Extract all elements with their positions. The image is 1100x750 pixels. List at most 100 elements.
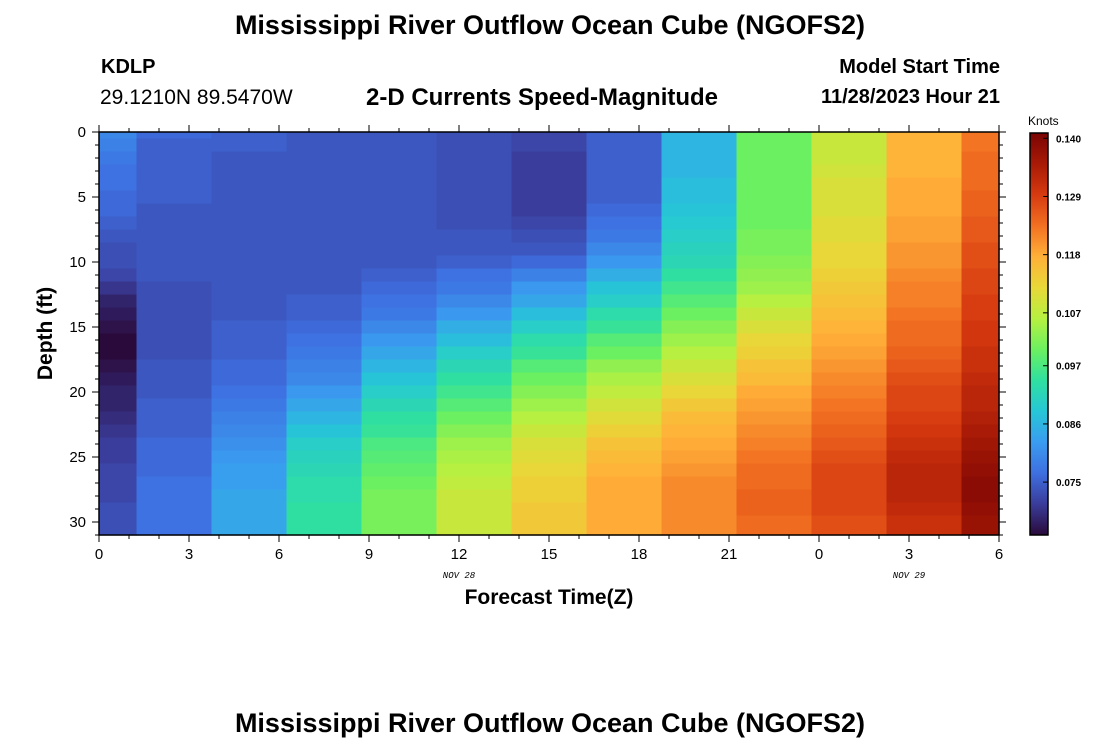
heatmap-cell [886, 333, 963, 348]
heatmap-cell [511, 320, 588, 335]
heatmap-cell [211, 346, 288, 361]
heatmap-cell [286, 242, 363, 257]
date-label: NOV 29 [893, 571, 926, 581]
heatmap-cell [136, 489, 213, 504]
heatmap-cell [961, 229, 1000, 244]
heatmap-cell [511, 476, 588, 491]
heatmap-cell [886, 242, 963, 257]
heatmap-cell [661, 151, 738, 166]
heatmap-cell [961, 216, 1000, 231]
heatmap-cell [811, 398, 888, 413]
heatmap-cell [811, 515, 888, 536]
heatmap-cell [436, 372, 513, 387]
heatmap-cell [286, 151, 363, 166]
heatmap-cell [436, 281, 513, 296]
heatmap-cell [811, 346, 888, 361]
heatmap-cell [211, 359, 288, 374]
heatmap-cell [811, 164, 888, 179]
heatmap-cell [886, 502, 963, 517]
heatmap-cell [286, 489, 363, 504]
heatmap-cell [136, 164, 213, 179]
heatmap-cell [511, 132, 588, 140]
heatmap-cell [436, 320, 513, 335]
station-coordinates: 29.1210N 89.5470W [100, 86, 293, 109]
heatmap-cell [886, 320, 963, 335]
heatmap-cell [961, 398, 1000, 413]
heatmap-cell [811, 476, 888, 491]
heatmap-cell [736, 177, 813, 192]
heatmap-cell [511, 450, 588, 465]
heatmap-cell [361, 515, 438, 536]
heatmap-cell [811, 255, 888, 270]
heatmap-cell [361, 132, 438, 140]
heatmap-cell [361, 450, 438, 465]
heatmap-cell [661, 346, 738, 361]
heatmap-cell [961, 346, 1000, 361]
heatmap-cell [811, 463, 888, 478]
heatmap-cell [511, 177, 588, 192]
heatmap-cell [586, 346, 663, 361]
heatmap-cell [436, 450, 513, 465]
heatmap-cell [286, 164, 363, 179]
heatmap-cell [361, 216, 438, 231]
heatmap-cell [811, 385, 888, 400]
heatmap-cell [511, 255, 588, 270]
heatmap-cell [661, 242, 738, 257]
heatmap-cell [211, 515, 288, 536]
heatmap-cell [361, 164, 438, 179]
heatmap-cell [511, 515, 588, 536]
heatmap-cell [886, 190, 963, 205]
y-tick-label: 15 [69, 319, 86, 336]
heatmap-cell [361, 151, 438, 166]
x-tick-label: 3 [905, 546, 913, 563]
heatmap-cell [136, 502, 213, 517]
heatmap-cell [211, 502, 288, 517]
x-tick-label: 0 [95, 546, 103, 563]
heatmap-cell [586, 424, 663, 439]
heatmap-cell [661, 281, 738, 296]
x-tick-label: 21 [721, 546, 738, 563]
station-id: KDLP [101, 56, 156, 78]
heatmap-cell [99, 476, 138, 491]
heatmap-cell [586, 476, 663, 491]
heatmap-cell [961, 164, 1000, 179]
heatmap-cell [436, 476, 513, 491]
colorbar-tick-label: 0.097 [1056, 362, 1081, 373]
heatmap-cell [136, 372, 213, 387]
heatmap-cell [586, 164, 663, 179]
heatmap-cell [961, 203, 1000, 218]
heatmap-cell [211, 242, 288, 257]
heatmap-cell [961, 294, 1000, 309]
heatmap-cell [886, 151, 963, 166]
heatmap-cell [511, 437, 588, 452]
y-tick-label: 20 [69, 384, 86, 401]
heatmap-cell [661, 476, 738, 491]
heatmap-cell [436, 177, 513, 192]
heatmap-cell [886, 138, 963, 153]
heatmap-cell [286, 476, 363, 491]
heatmap-cell [586, 359, 663, 374]
heatmap-cell [136, 151, 213, 166]
heatmap-cell [736, 359, 813, 374]
heatmap-cell [99, 424, 138, 439]
heatmap-cell [99, 294, 138, 309]
heatmap-cell [736, 346, 813, 361]
heatmap-cell [661, 190, 738, 205]
heatmap-cell [886, 515, 963, 536]
heatmap-cell [136, 515, 213, 536]
heatmap-cell [211, 268, 288, 283]
heatmap-cell [886, 255, 963, 270]
heatmap-cell [436, 346, 513, 361]
heatmap-cell [99, 385, 138, 400]
heatmap-cell [436, 229, 513, 244]
heatmap-cell [961, 132, 1000, 140]
heatmap-cell [511, 333, 588, 348]
heatmap-cell [811, 132, 888, 140]
heatmap-cell [586, 281, 663, 296]
heatmap-cell [436, 255, 513, 270]
heatmap-cell [661, 502, 738, 517]
heatmap-cell [136, 177, 213, 192]
heatmap-cell [211, 294, 288, 309]
heatmap-cell [99, 216, 138, 231]
heatmap-cell [661, 138, 738, 153]
